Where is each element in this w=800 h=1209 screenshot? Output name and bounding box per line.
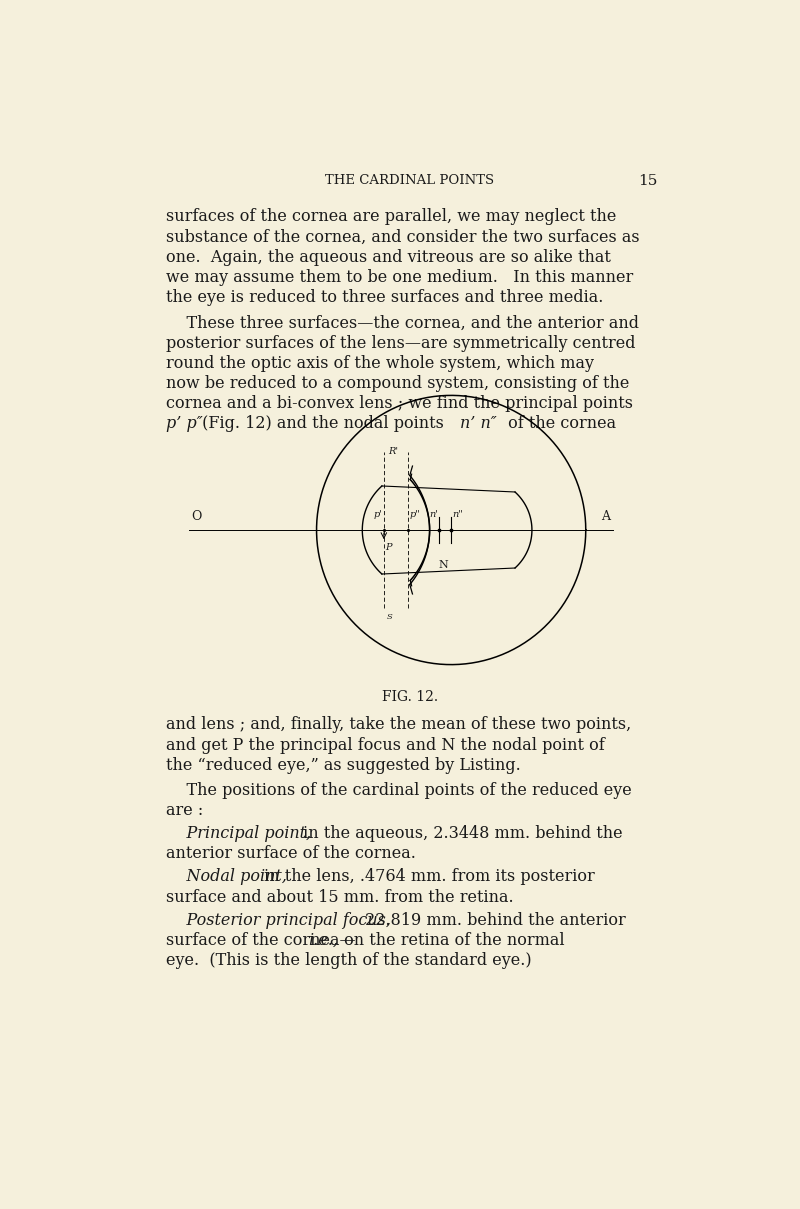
Text: n’ n″: n’ n″ [460,416,497,433]
Text: anterior surface of the cornea.: anterior surface of the cornea. [166,845,416,862]
Text: (Fig. 12) and the nodal points: (Fig. 12) and the nodal points [197,416,449,433]
Text: and lens ; and, finally, take the mean of these two points,: and lens ; and, finally, take the mean o… [166,717,631,734]
Text: i.e.,: i.e., [308,932,338,949]
Text: The positions of the cardinal points of the reduced eye: The positions of the cardinal points of … [166,781,632,799]
Text: and get P the principal focus and N the nodal point of: and get P the principal focus and N the … [166,736,605,753]
Text: eye.  (This is the length of the standard eye.): eye. (This is the length of the standard… [166,953,531,970]
Text: FIG. 12.: FIG. 12. [382,690,438,704]
Text: posterior surfaces of the lens—are symmetrically centred: posterior surfaces of the lens—are symme… [166,335,635,352]
Text: one.  Again, the aqueous and vitreous are so alike that: one. Again, the aqueous and vitreous are… [166,249,610,266]
Text: N: N [438,560,448,569]
Text: 15: 15 [638,174,658,189]
Text: are :: are : [166,802,203,818]
Text: Posterior principal focus,: Posterior principal focus, [166,912,391,929]
Text: p': p' [374,510,382,519]
Text: in the aqueous, 2.3448 mm. behind the: in the aqueous, 2.3448 mm. behind the [298,825,622,841]
Text: P: P [385,544,392,553]
Text: R': R' [388,447,398,456]
Text: These three surfaces—the cornea, and the anterior and: These three surfaces—the cornea, and the… [166,314,639,331]
Text: THE CARDINAL POINTS: THE CARDINAL POINTS [326,174,494,187]
Text: 22.819 mm. behind the anterior: 22.819 mm. behind the anterior [360,912,626,929]
Text: Nodal point,: Nodal point, [166,868,286,885]
Text: in the lens, .4764 mm. from its posterior: in the lens, .4764 mm. from its posterio… [259,868,594,885]
Text: substance of the cornea, and consider the two surfaces as: substance of the cornea, and consider th… [166,229,639,245]
Text: we may assume them to be one medium.   In this manner: we may assume them to be one medium. In … [166,268,633,285]
Text: Principal point,: Principal point, [166,825,311,841]
Text: on the retina of the normal: on the retina of the normal [338,932,564,949]
Text: cornea and a bi-convex lens ; we find the principal points: cornea and a bi-convex lens ; we find th… [166,395,633,412]
Text: now be reduced to a compound system, consisting of the: now be reduced to a compound system, con… [166,375,630,392]
Text: n': n' [429,510,438,519]
Text: p’ p″: p’ p″ [166,416,202,433]
Text: A: A [601,510,610,523]
Text: surface and about 15 mm. from the retina.: surface and about 15 mm. from the retina… [166,889,514,906]
Text: surfaces of the cornea are parallel, we may neglect the: surfaces of the cornea are parallel, we … [166,208,616,225]
Text: of the cornea: of the cornea [503,416,616,433]
Text: O: O [191,510,202,523]
Text: round the optic axis of the whole system, which may: round the optic axis of the whole system… [166,354,594,372]
Text: p": p" [410,510,420,519]
Text: S: S [386,613,392,621]
Text: n": n" [453,510,463,519]
Text: the eye is reduced to three surfaces and three media.: the eye is reduced to three surfaces and… [166,289,603,306]
Text: the “reduced eye,” as suggested by Listing.: the “reduced eye,” as suggested by Listi… [166,757,521,774]
Text: surface of the cornea—: surface of the cornea— [166,932,355,949]
